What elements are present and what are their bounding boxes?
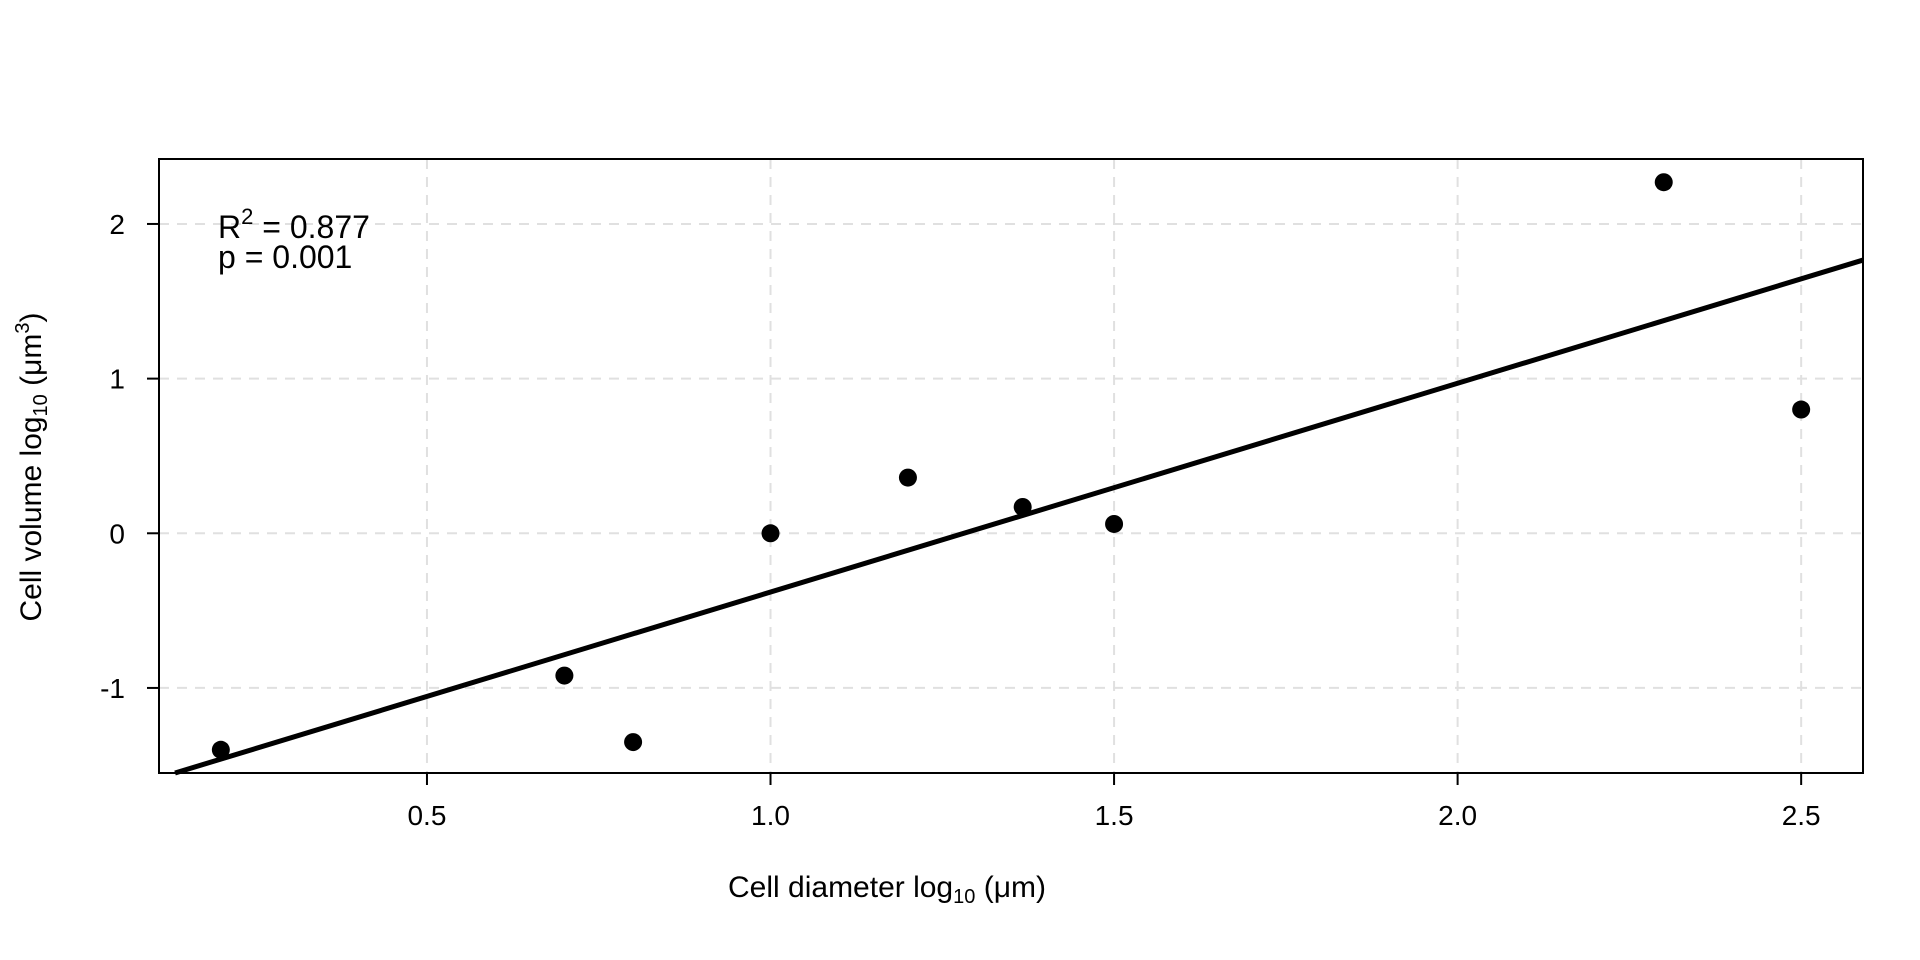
y-axis-title-unit: (μm bbox=[15, 334, 48, 395]
data-point-4 bbox=[898, 468, 917, 487]
y-axis-title-close: ) bbox=[15, 312, 48, 322]
plot-frame bbox=[158, 158, 1864, 774]
data-point-3 bbox=[761, 524, 780, 543]
data-point-1 bbox=[555, 666, 574, 685]
x-tick-label-0: 0.5 bbox=[407, 800, 446, 831]
x-tick-label-1: 1.0 bbox=[751, 800, 790, 831]
data-points bbox=[211, 173, 1811, 759]
data-point-6 bbox=[1105, 514, 1124, 533]
p-value-annotation: p = 0.001 bbox=[218, 239, 352, 275]
y-tick-label-3: 2 bbox=[109, 209, 125, 240]
y-axis-title-prefix: Cell volume log bbox=[15, 416, 48, 621]
r-squared-annotation: R2 = 0.877 bbox=[218, 204, 370, 245]
x-tick-label-2: 1.5 bbox=[1095, 800, 1134, 831]
data-point-8 bbox=[1792, 400, 1811, 419]
data-point-2 bbox=[624, 733, 643, 752]
y-axis: -1 0 1 2 bbox=[100, 209, 159, 704]
regression-line bbox=[174, 257, 1864, 776]
y-tick-label-1: 0 bbox=[109, 518, 125, 549]
y-tick-label-0: -1 bbox=[100, 673, 125, 704]
data-point-7 bbox=[1654, 173, 1673, 192]
x-axis-title-subscript: 10 bbox=[953, 886, 975, 908]
x-tick-label-3: 2.0 bbox=[1438, 800, 1477, 831]
r-squared-superscript: 2 bbox=[241, 204, 253, 229]
x-axis-title-suffix: (μm) bbox=[975, 871, 1046, 904]
y-axis-title-superscript: 3 bbox=[12, 322, 34, 333]
r-squared-label: R bbox=[218, 209, 241, 245]
x-axis-title: Cell diameter log10 (μm) bbox=[728, 871, 1046, 908]
y-tick-label-2: 1 bbox=[109, 364, 125, 395]
x-axis-title-prefix: Cell diameter log bbox=[728, 871, 953, 904]
x-tick-label-4: 2.5 bbox=[1782, 800, 1821, 831]
x-axis: 0.5 1.0 1.5 2.0 2.5 bbox=[407, 773, 1821, 831]
r-squared-value: = 0.877 bbox=[253, 209, 370, 245]
y-axis-title-subscript: 10 bbox=[30, 394, 52, 416]
data-point-0 bbox=[211, 740, 230, 759]
fit-line-group bbox=[174, 257, 1864, 776]
grid-lines bbox=[159, 159, 1863, 773]
y-axis-title: Cell volume log10 (μm3) bbox=[12, 312, 52, 621]
data-point-5 bbox=[1013, 497, 1032, 516]
